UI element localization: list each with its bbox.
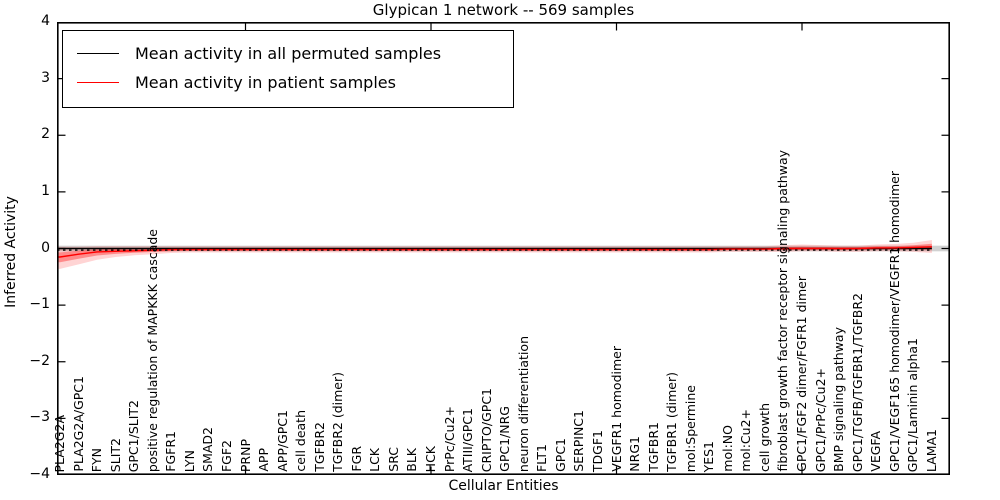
x-tick-label: fibroblast growth factor receptor signal… xyxy=(775,150,791,472)
x-tick-label: neuron differentiation xyxy=(515,335,531,472)
x-tick-label: GPC1/NRG xyxy=(497,406,513,472)
x-tick-label: cell death xyxy=(293,410,309,472)
x-tick-label: cell growth xyxy=(756,403,772,472)
x-axis-label: Cellular Entities xyxy=(448,478,559,494)
legend-entry-patient: Mean activity in patient samples xyxy=(77,68,503,97)
x-tick-label: mol:Cu2+ xyxy=(738,409,754,472)
legend-entry-permuted: Mean activity in all permuted samples xyxy=(77,39,503,68)
x-tick-label: TGFBR2 (dimer) xyxy=(330,372,346,472)
x-tick-label: TGFBR2 xyxy=(311,422,327,472)
x-tick-label: GPC1/TGFB/TGFBR1/TGFBR2 xyxy=(849,292,865,472)
x-tick-label: VEGFR1 homodimer xyxy=(608,346,624,472)
x-tick-label: PLA2G2A/GPC1 xyxy=(70,376,86,472)
x-tick-label: PLA2G2A xyxy=(52,414,67,472)
x-tick-label: FLT1 xyxy=(534,443,550,472)
x-tick-label: mol:Spermine xyxy=(682,384,698,472)
red-line-sample-icon xyxy=(77,82,119,83)
axes-frame xyxy=(57,22,950,475)
x-tick-label: TGFBR1 (dimer) xyxy=(664,372,680,472)
x-tick-label: SMAD2 xyxy=(200,427,216,472)
y-tick-label: 3 xyxy=(41,69,50,86)
x-tick-label: LAMA1 xyxy=(923,428,939,472)
x-tick-label: SLIT2 xyxy=(107,437,123,472)
x-tick-label: ATIII/GPC1 xyxy=(460,407,476,472)
black-line-sample-icon xyxy=(77,53,119,54)
x-tick-label: TGFBR1 xyxy=(645,422,661,472)
x-tick-label: GPC1/PrPc/Cu2+ xyxy=(812,367,828,472)
x-tick-label: HCK xyxy=(423,445,438,472)
x-tick-label: YES1 xyxy=(701,440,717,472)
x-tick-label: FGFR1 xyxy=(163,431,179,472)
y-tick-label: −1 xyxy=(29,296,50,313)
y-tick-label: −4 xyxy=(29,466,50,482)
axis-ticks xyxy=(58,22,949,475)
x-tick-label: NRG1 xyxy=(627,436,643,472)
x-tick-label: GPC1/SLIT2 xyxy=(126,399,142,472)
y-tick-label: −2 xyxy=(29,352,50,369)
legend: Mean activity in all permuted samples Me… xyxy=(62,30,514,108)
x-tick-label: positive regulation of MAPKKK cascade xyxy=(144,228,160,472)
x-tick-label: GPC1/FGF2 dimer/FGFR1 dimer xyxy=(794,276,809,472)
chart-title: Glypican 1 network -- 569 samples xyxy=(372,1,635,19)
y-tick-label: 2 xyxy=(41,126,50,143)
x-tick-label: TDGF1 xyxy=(589,429,605,472)
x-tick-label: CRIPTO/GPC1 xyxy=(478,387,494,472)
y-tick-label: 1 xyxy=(41,182,50,199)
legend-label: Mean activity in patient samples xyxy=(135,73,396,92)
x-tick-label: SERPINC1 xyxy=(571,410,587,472)
patient-band-outer xyxy=(57,240,932,269)
x-tick-label: GPC1/Laminin alpha1 xyxy=(905,337,921,472)
x-tick-label: LYN xyxy=(181,449,197,472)
x-tick-label: APP/GPC1 xyxy=(274,410,290,472)
x-tick-label: BLK xyxy=(404,448,420,472)
x-tick-label: LCK xyxy=(367,448,383,472)
y-tick-label: 4 xyxy=(41,13,50,29)
y-tick-label: 0 xyxy=(41,239,50,256)
legend-label: Mean activity in all permuted samples xyxy=(135,44,442,63)
x-tick-label: mol:NO xyxy=(719,425,735,472)
x-tick-label: VEGFA xyxy=(868,431,884,472)
y-tick-label: −3 xyxy=(29,409,50,426)
x-tick-label: GPC1/VEGF165 homodimer/VEGFR1 homodimer xyxy=(886,170,902,472)
x-tick-label: FGF2 xyxy=(218,439,234,472)
x-tick-label: FGR xyxy=(348,446,364,472)
plot-area xyxy=(57,22,950,475)
x-tick-label: BMP signaling pathway xyxy=(831,327,847,472)
x-tick-label: PRNP xyxy=(237,438,253,472)
x-tick-label: APP xyxy=(256,448,272,472)
x-tick-label: FYN xyxy=(89,447,105,472)
x-tick-label: GPC1 xyxy=(552,438,568,472)
x-tick-label: PrPc/Cu2+ xyxy=(441,405,457,472)
chart-canvas xyxy=(57,22,950,475)
x-tick-label: SRC xyxy=(385,447,401,472)
